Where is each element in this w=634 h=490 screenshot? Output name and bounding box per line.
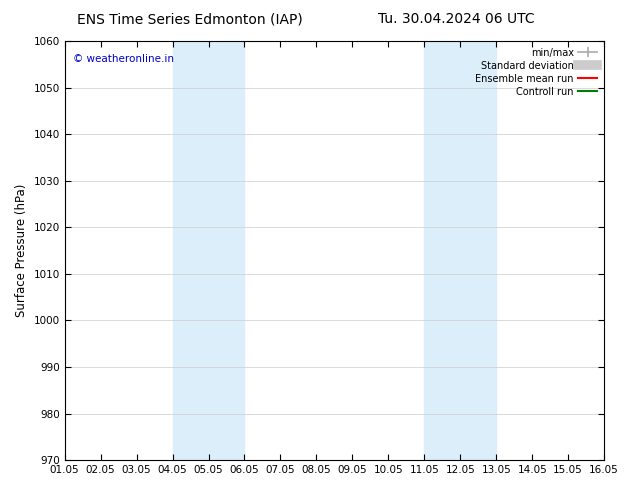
Bar bbox=[424, 41, 496, 460]
Y-axis label: Surface Pressure (hPa): Surface Pressure (hPa) bbox=[15, 184, 28, 318]
Bar bbox=[172, 41, 245, 460]
Text: © weatheronline.in: © weatheronline.in bbox=[73, 53, 174, 64]
Legend: min/max, Standard deviation, Ensemble mean run, Controll run: min/max, Standard deviation, Ensemble me… bbox=[472, 44, 601, 100]
Text: Tu. 30.04.2024 06 UTC: Tu. 30.04.2024 06 UTC bbox=[378, 12, 535, 26]
Text: ENS Time Series Edmonton (IAP): ENS Time Series Edmonton (IAP) bbox=[77, 12, 303, 26]
